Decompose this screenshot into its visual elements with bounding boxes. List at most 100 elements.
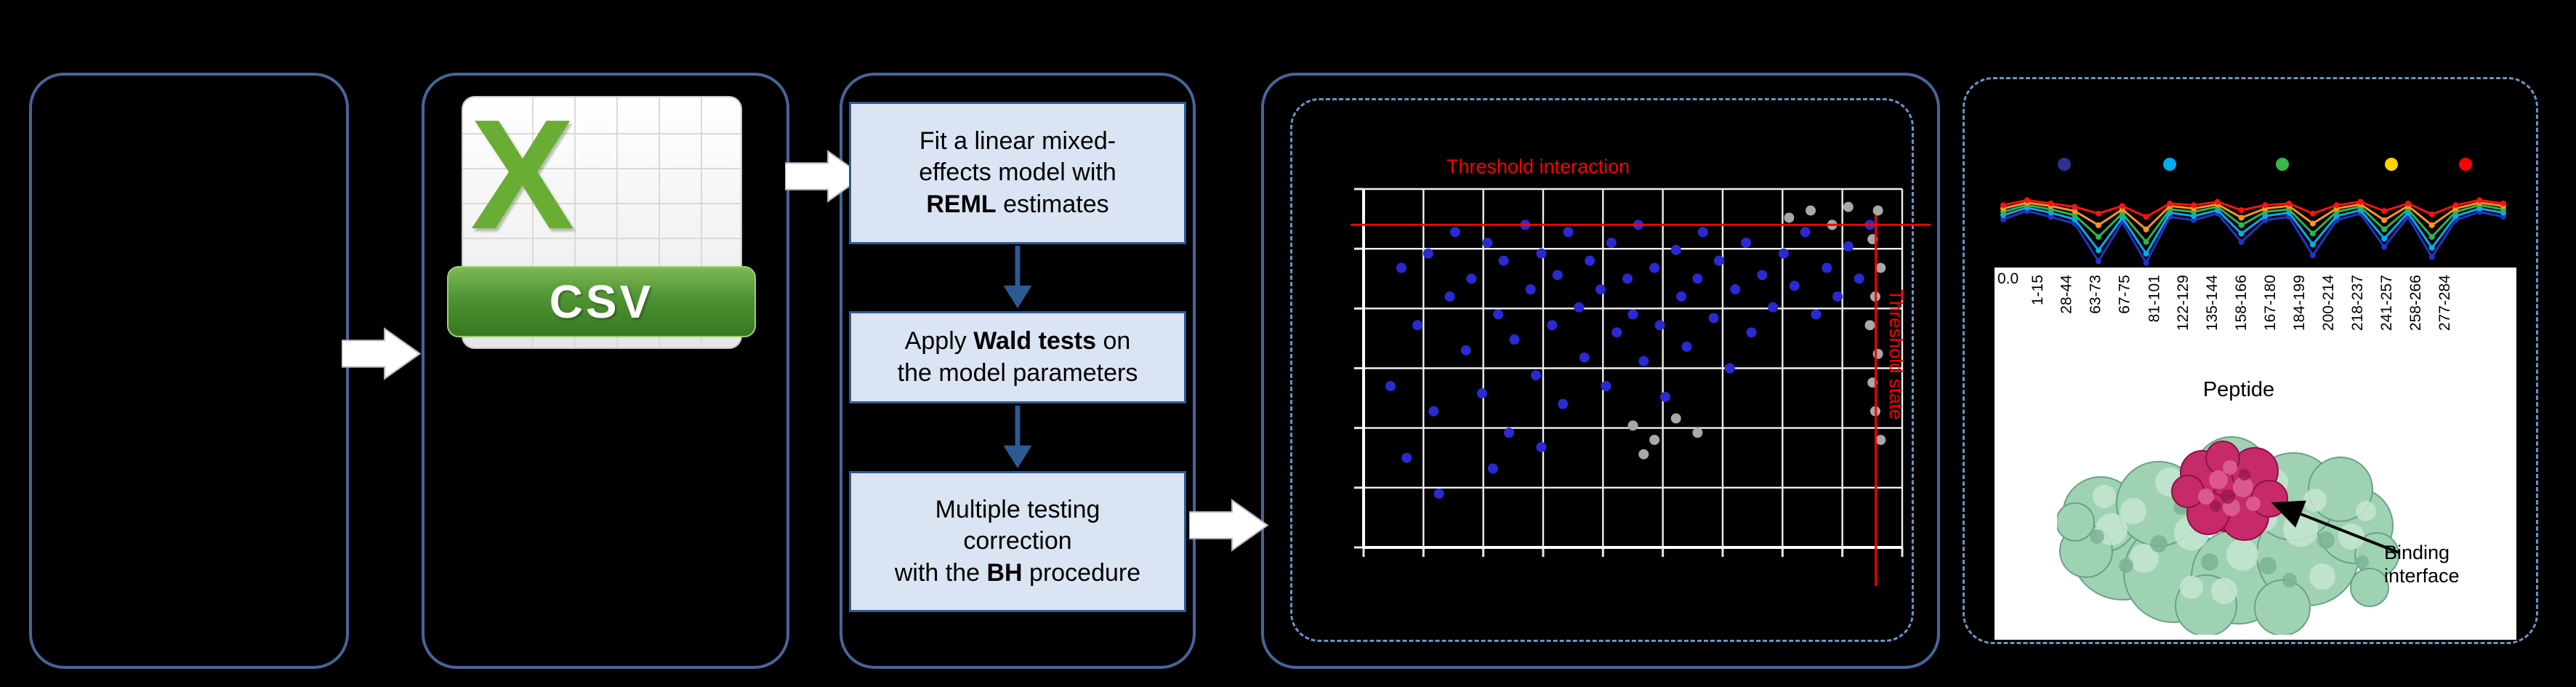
kinetics-marker xyxy=(2381,217,2388,223)
scatter-dot xyxy=(1601,381,1611,392)
scatter-dot xyxy=(1466,273,1477,284)
kinetics-marker xyxy=(2381,226,2388,233)
kinetics-marker xyxy=(2357,198,2364,205)
kinetics-marker xyxy=(2428,233,2435,240)
scatter-dot xyxy=(1460,345,1471,355)
kinetics-marker xyxy=(2404,200,2411,206)
kinetics-marker xyxy=(2262,213,2269,220)
binding-interface-arrow xyxy=(2271,500,2399,554)
scatter-dot xyxy=(1670,244,1681,255)
kinetics-marker xyxy=(2214,198,2221,205)
kinetics-marker xyxy=(2096,233,2102,240)
kinetics-marker xyxy=(2262,202,2269,209)
scatter-dot xyxy=(1536,441,1547,452)
scatter-dot xyxy=(1806,205,1816,216)
scatter-dot xyxy=(1789,281,1800,292)
scatter-dot xyxy=(1724,363,1735,374)
scatter-dot xyxy=(1875,435,1886,446)
csv-banner-label: CSV xyxy=(447,266,756,337)
scatter-dot xyxy=(1487,463,1498,474)
y-axis-zero-tick: 0.0 xyxy=(1997,270,2019,287)
kinetics-marker xyxy=(2096,258,2102,265)
kinetics-marker xyxy=(2143,226,2149,233)
scatter-dot xyxy=(1606,237,1617,248)
legend-dot xyxy=(2163,158,2176,171)
scatter-dot xyxy=(1401,452,1412,463)
scatter-dot xyxy=(1611,327,1622,338)
kinetics-marker xyxy=(2072,208,2078,214)
kinetics-marker xyxy=(2167,200,2173,206)
kinetics-marker xyxy=(2191,202,2197,209)
peptide-tick-label: 167-180 xyxy=(2262,275,2279,332)
kinetics-marker xyxy=(2072,212,2078,218)
scatter-dot xyxy=(1768,302,1779,313)
peptide-tick-label: 63-73 xyxy=(2088,275,2104,314)
scatter-dot xyxy=(1757,270,1768,281)
scatter-dot xyxy=(1822,262,1832,273)
legend-dot xyxy=(2459,158,2472,171)
step-text-line: Multiple testing xyxy=(935,495,1100,523)
scatter-dot xyxy=(1547,320,1558,331)
kinetics-marker xyxy=(2191,217,2197,223)
scatter-dot xyxy=(1627,309,1638,320)
scatter-dot xyxy=(1552,270,1563,281)
kinetics-marker xyxy=(2119,203,2125,209)
scatter-dot xyxy=(1872,205,1883,216)
scatter-dot xyxy=(1784,212,1795,223)
kinetics-marker xyxy=(2381,236,2388,242)
scatter-dot xyxy=(1681,341,1692,352)
step-text-line: correction xyxy=(963,527,1072,555)
scatter-dot xyxy=(1579,352,1590,363)
protein-structure-illustration xyxy=(2057,436,2399,635)
peptide-tick-label: 218-237 xyxy=(2349,275,2366,332)
kinetics-marker xyxy=(2428,211,2435,217)
step-text-line: REML estimates xyxy=(926,190,1109,218)
scatter-dot xyxy=(1385,381,1396,392)
peptide-tick-label: 184-199 xyxy=(2291,275,2308,332)
peptide-tick-label: 1-15 xyxy=(2029,275,2046,306)
csv-file-icon: X CSV xyxy=(447,95,756,374)
scatter-dot xyxy=(1558,398,1569,409)
scatter-dot xyxy=(1676,291,1687,302)
legend-dot xyxy=(2058,158,2071,171)
kinetics-marker xyxy=(2143,214,2149,220)
peptide-tick-label: 67-75 xyxy=(2117,275,2133,314)
kinetics-marker xyxy=(2262,217,2269,223)
step-text-line: the model parameters xyxy=(897,358,1138,387)
kinetics-marker xyxy=(2309,210,2316,217)
peptide-tick-label: 122-129 xyxy=(2175,275,2191,332)
scatter-dot xyxy=(1692,273,1703,284)
kinetics-marker xyxy=(2238,207,2245,214)
kinetics-line xyxy=(2003,209,2504,265)
flow-arrow-right-icon xyxy=(785,150,865,203)
volcano-scatter-plot xyxy=(1351,188,1931,586)
scatter-dot xyxy=(1649,435,1660,446)
kinetics-marker xyxy=(2238,238,2245,245)
scatter-dot xyxy=(1509,334,1520,345)
kinetics-marker xyxy=(2309,252,2316,259)
kinetics-marker xyxy=(2309,241,2316,248)
peptide-tick-label: 28-44 xyxy=(2058,275,2075,314)
kinetics-line xyxy=(2003,201,2504,231)
kinetics-marker xyxy=(2000,202,2006,209)
kinetics-marker xyxy=(2309,230,2316,237)
kinetics-marker xyxy=(2096,247,2102,254)
scatter-dot xyxy=(1670,413,1681,424)
step-box-wald: Apply Wald tests on the model parameters xyxy=(849,311,1186,403)
scatter-dot xyxy=(1498,255,1509,266)
kinetics-marker xyxy=(2072,204,2078,210)
kinetics-marker xyxy=(2048,214,2054,220)
kinetics-marker xyxy=(2333,202,2340,209)
scatter-dot xyxy=(1746,327,1757,338)
scatter-dot xyxy=(1595,284,1606,295)
kinetics-marker xyxy=(2452,202,2459,209)
scatter-dot xyxy=(1412,320,1423,331)
kinetics-marker xyxy=(2500,214,2506,220)
peptide-tick-label: 258-266 xyxy=(2407,275,2424,332)
input-panel xyxy=(29,73,349,669)
peptide-tick-label: 277-284 xyxy=(2436,275,2453,332)
kinetics-marker xyxy=(2096,222,2102,228)
kinetics-marker xyxy=(2143,238,2149,245)
peptide-tick-label: 200-214 xyxy=(2320,275,2337,332)
kinetics-marker xyxy=(2048,200,2054,206)
